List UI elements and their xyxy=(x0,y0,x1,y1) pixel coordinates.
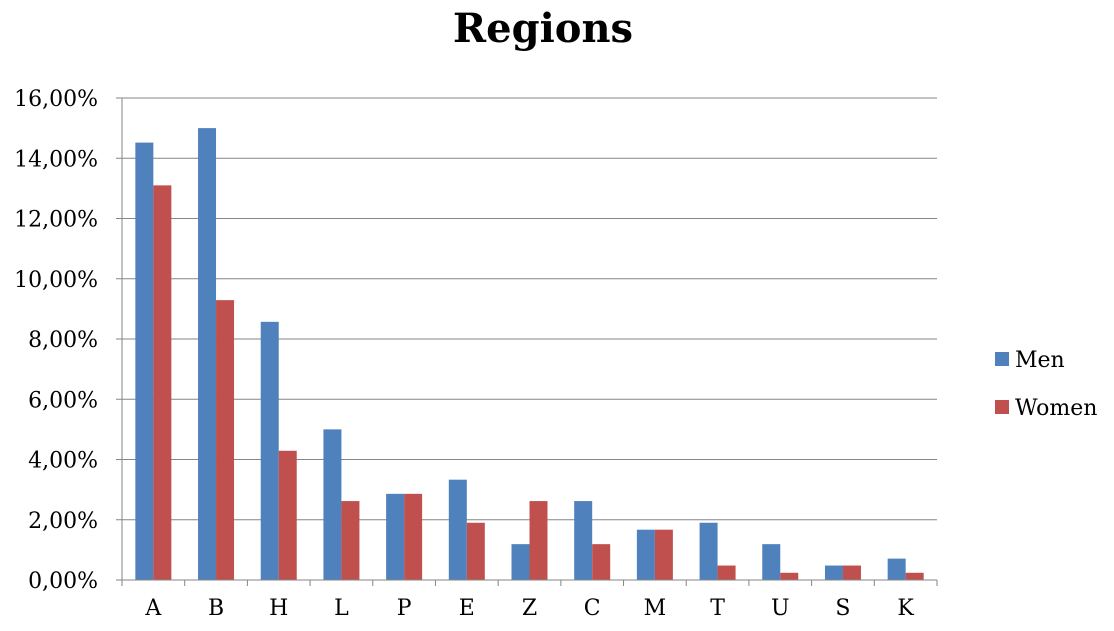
bar-men-l xyxy=(323,429,342,580)
bar-women-a xyxy=(153,185,172,581)
bar-men-h xyxy=(260,321,279,580)
bar-men-e xyxy=(448,479,467,580)
bar-women-e xyxy=(466,522,485,580)
bar-women-b xyxy=(216,300,235,580)
x-tick-label: C xyxy=(584,596,601,621)
bar-women-h xyxy=(278,450,297,580)
x-tick-label: E xyxy=(459,596,475,621)
x-tick-label: P xyxy=(397,596,412,621)
y-tick-label: 12,00% xyxy=(14,208,98,233)
x-tick-label: U xyxy=(771,596,790,621)
bars xyxy=(135,128,924,581)
y-tick-label: 8,00% xyxy=(28,328,98,353)
x-tick-label: L xyxy=(334,596,349,621)
bar-women-z xyxy=(529,501,548,580)
bar-men-s xyxy=(824,565,843,580)
bar-men-t xyxy=(699,522,718,580)
x-tick-label: A xyxy=(144,596,162,621)
bar-men-c xyxy=(574,501,593,580)
legend-label-men: Men xyxy=(1015,348,1065,373)
y-tick-label: 16,00% xyxy=(14,87,98,112)
axes xyxy=(116,97,938,586)
x-tick-label: Z xyxy=(522,596,537,621)
bar-men-u xyxy=(762,544,781,580)
bar-men-z xyxy=(511,544,530,580)
x-tick-label: H xyxy=(269,596,288,621)
bar-men-k xyxy=(887,558,906,580)
y-tick-label: 0,00% xyxy=(28,569,98,594)
bar-women-k xyxy=(905,572,924,580)
x-tick-label: B xyxy=(208,596,224,621)
legend-label-women: Women xyxy=(1015,396,1097,421)
bar-women-t xyxy=(717,565,736,580)
chart-title: Regions xyxy=(453,5,633,52)
y-tick-label: 2,00% xyxy=(28,509,98,534)
legend: Men Women xyxy=(995,348,1097,421)
x-tick-label: T xyxy=(710,596,725,621)
bar-men-p xyxy=(386,493,405,580)
legend-swatch-men xyxy=(995,352,1009,366)
y-tick-labels: 0,00% 2,00% 4,00% 6,00% 8,00% 10,00% 12,00% 14,… xyxy=(14,87,98,594)
x-tick-label: M xyxy=(644,596,667,621)
legend-swatch-women xyxy=(995,400,1009,414)
y-tick-label: 6,00% xyxy=(28,388,98,413)
bar-women-u xyxy=(780,572,799,580)
bar-men-m xyxy=(636,529,655,580)
bar-men-b xyxy=(198,128,217,580)
bar-women-c xyxy=(592,544,611,580)
bar-women-s xyxy=(842,565,861,580)
bar-men-a xyxy=(135,142,154,580)
gridlines xyxy=(122,97,937,521)
bar-women-m xyxy=(654,529,673,580)
bar-women-l xyxy=(341,501,360,580)
bar-women-p xyxy=(404,493,423,580)
y-tick-label: 4,00% xyxy=(28,449,98,474)
x-tick-label: K xyxy=(897,596,914,621)
x-tick-label: S xyxy=(835,596,850,621)
y-tick-label: 10,00% xyxy=(14,268,98,293)
y-tick-label: 14,00% xyxy=(14,147,98,172)
